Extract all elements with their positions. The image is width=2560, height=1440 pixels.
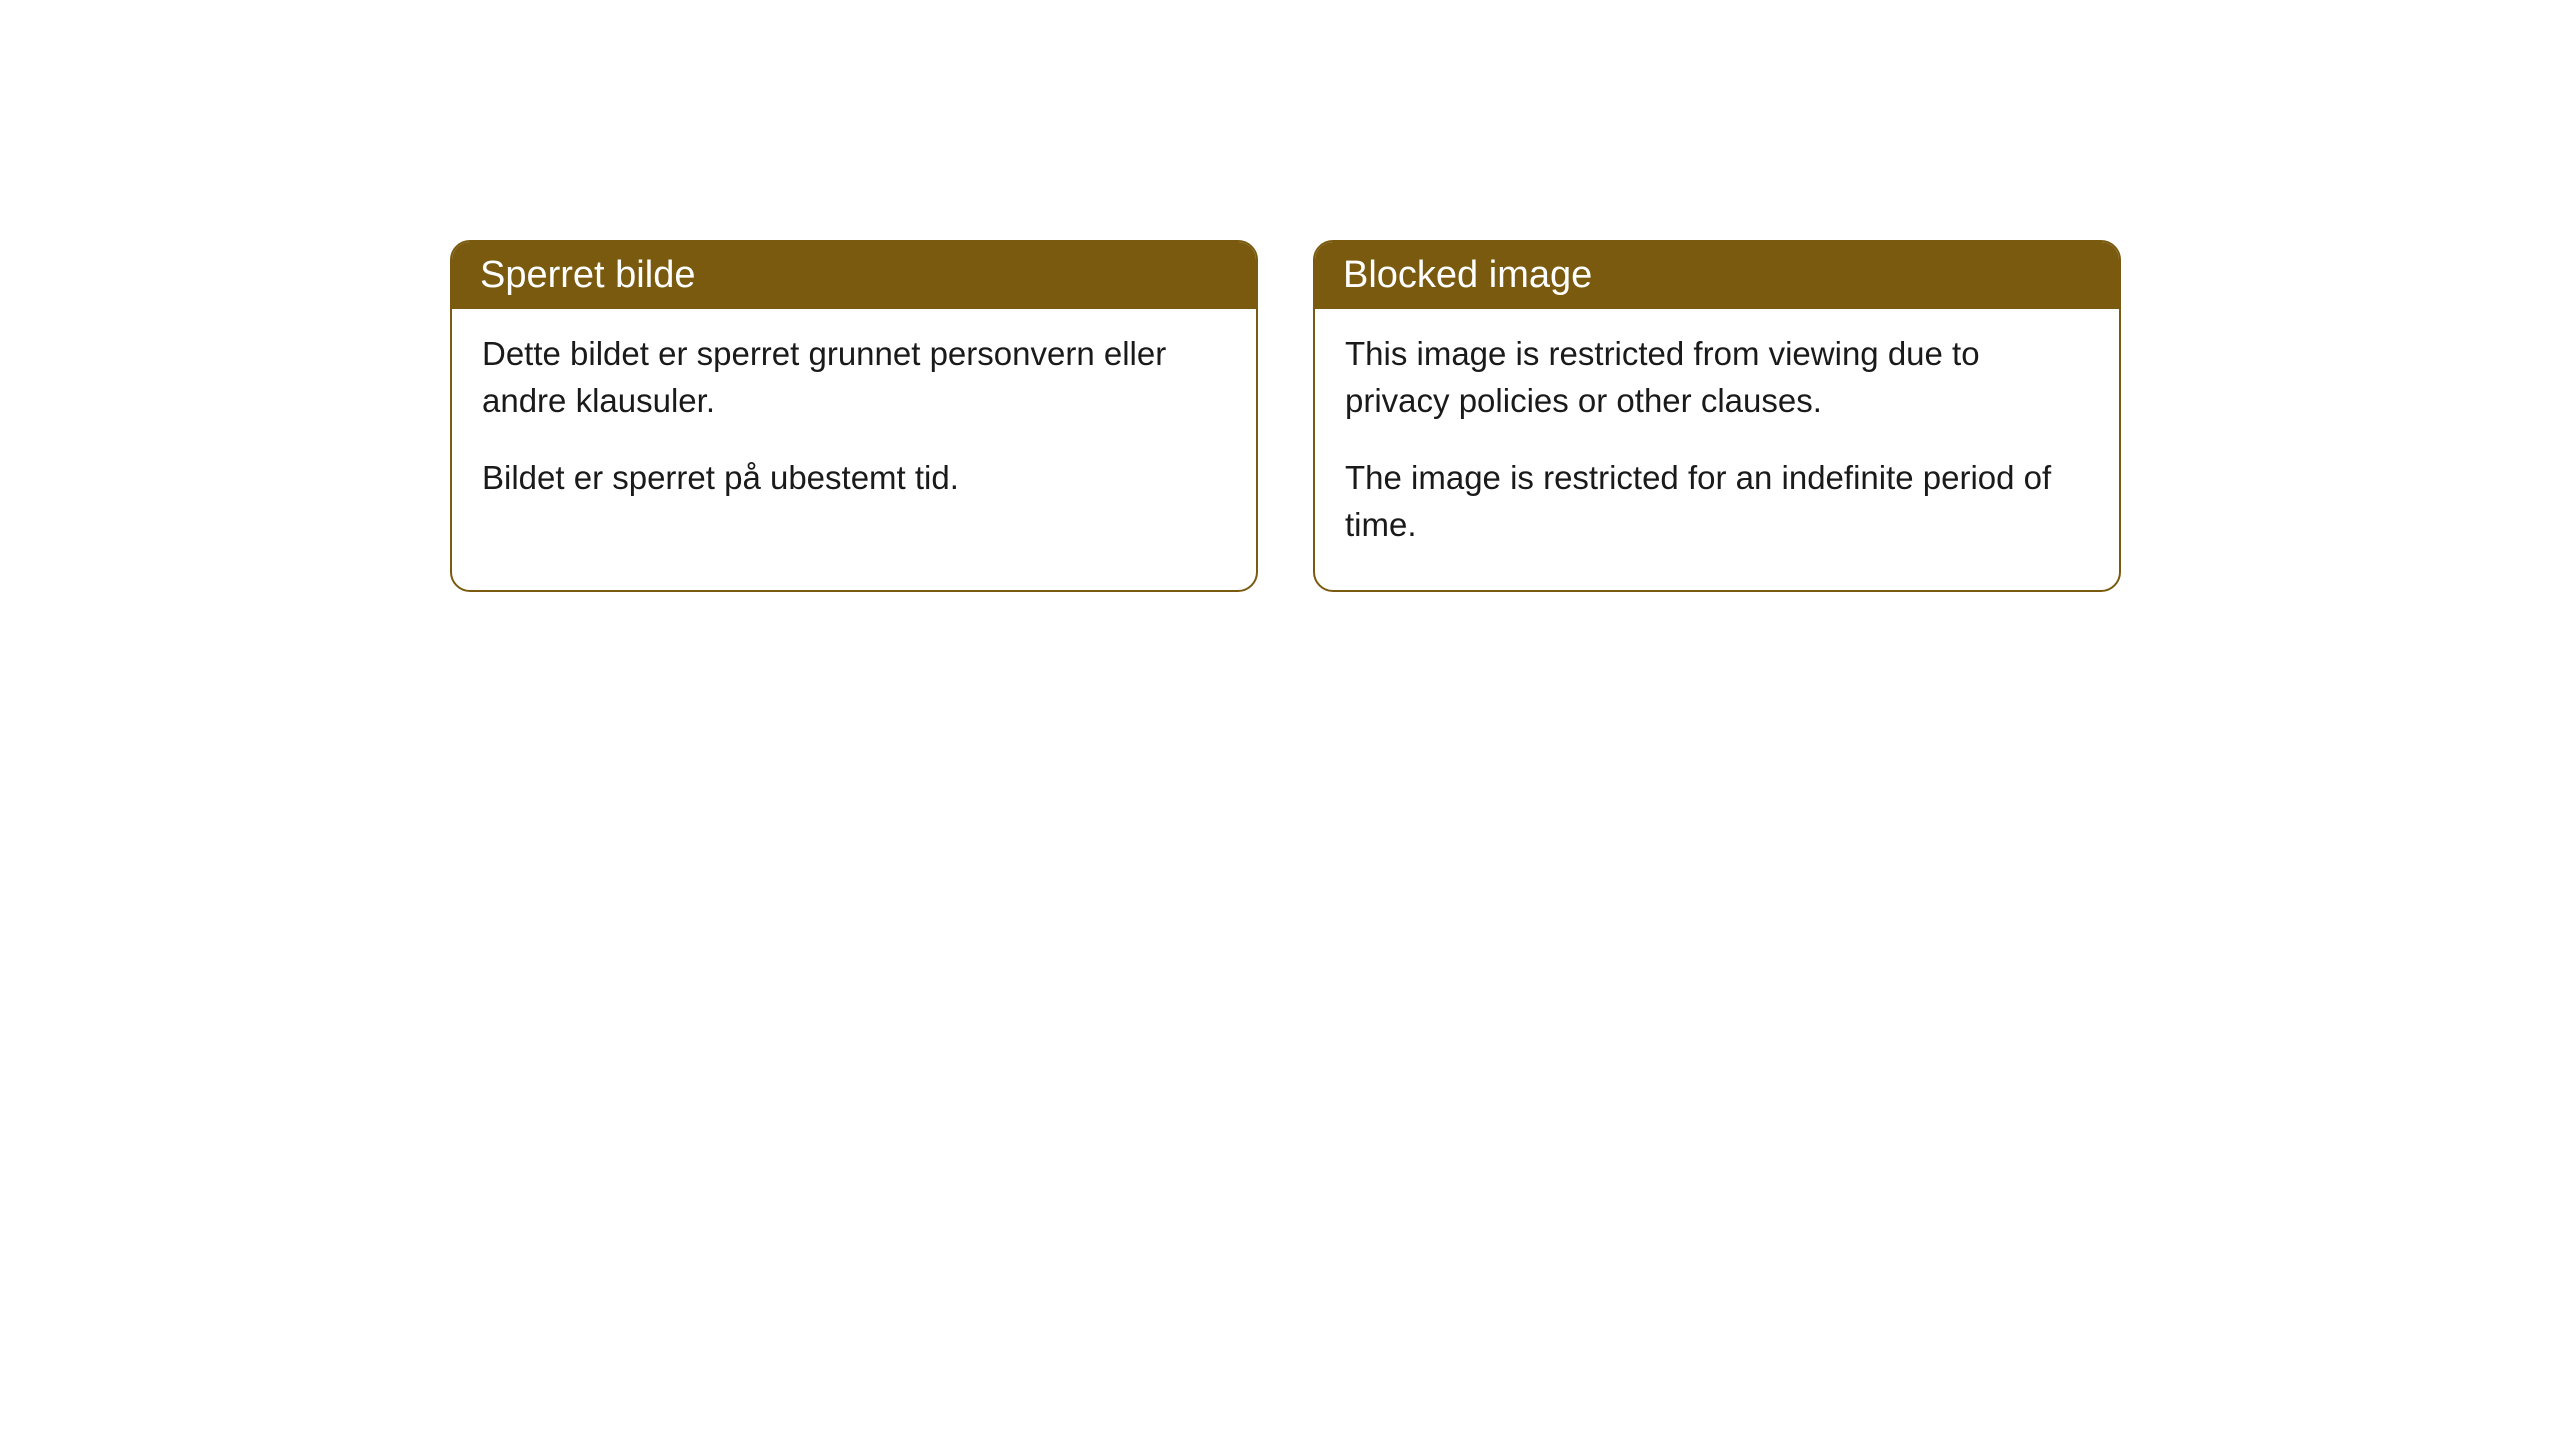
- card-title: Sperret bilde: [480, 254, 695, 296]
- card-paragraph: The image is restricted for an indefinit…: [1345, 455, 2089, 549]
- card-header-norwegian: Sperret bilde: [452, 242, 1256, 309]
- card-paragraph: Dette bildet er sperret grunnet personve…: [482, 331, 1226, 425]
- card-body-norwegian: Dette bildet er sperret grunnet personve…: [452, 309, 1256, 544]
- notice-cards-container: Sperret bilde Dette bildet er sperret gr…: [450, 240, 2560, 592]
- blocked-image-card-english: Blocked image This image is restricted f…: [1313, 240, 2121, 592]
- blocked-image-card-norwegian: Sperret bilde Dette bildet er sperret gr…: [450, 240, 1258, 592]
- card-header-english: Blocked image: [1315, 242, 2119, 309]
- card-paragraph: Bildet er sperret på ubestemt tid.: [482, 455, 1226, 502]
- card-paragraph: This image is restricted from viewing du…: [1345, 331, 2089, 425]
- card-body-english: This image is restricted from viewing du…: [1315, 309, 2119, 590]
- card-title: Blocked image: [1343, 254, 1592, 296]
